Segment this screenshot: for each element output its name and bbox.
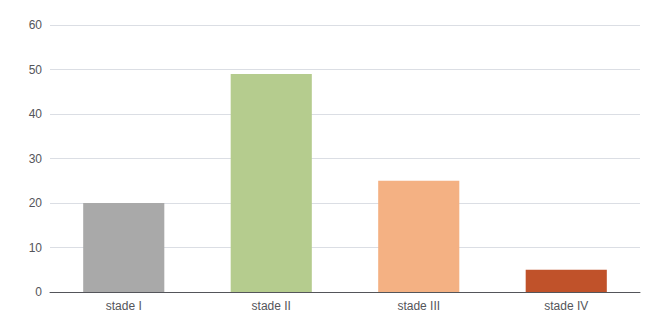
svg-text:30: 30 [29, 152, 43, 166]
svg-text:stade I: stade I [106, 299, 142, 313]
svg-text:60: 60 [29, 18, 43, 32]
svg-text:0: 0 [35, 285, 42, 299]
svg-text:40: 40 [29, 107, 43, 121]
svg-text:stade II: stade II [252, 299, 291, 313]
svg-text:stade III: stade III [397, 299, 440, 313]
svg-text:stade IV: stade IV [544, 299, 588, 313]
svg-text:50: 50 [29, 63, 43, 77]
svg-text:20: 20 [29, 196, 43, 210]
svg-text:10: 10 [29, 241, 43, 255]
